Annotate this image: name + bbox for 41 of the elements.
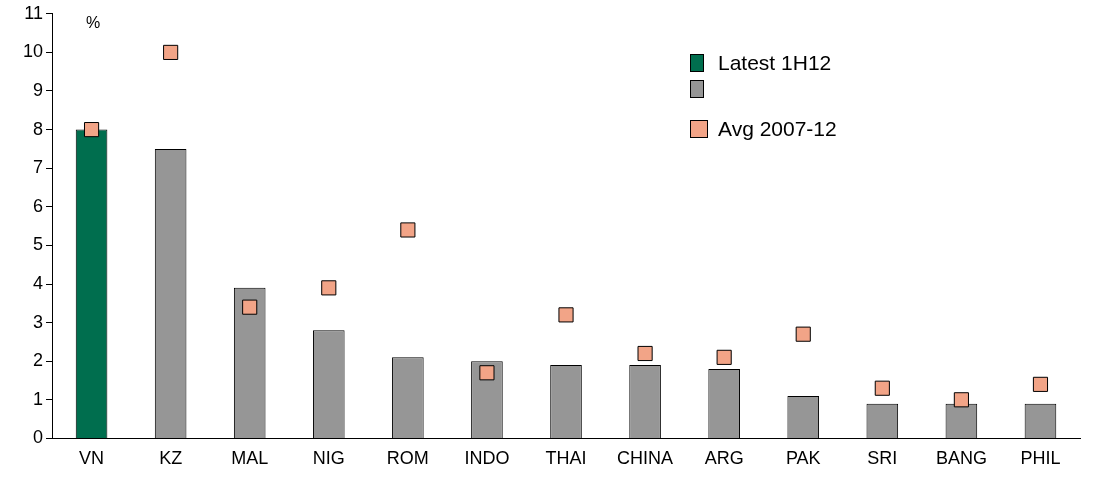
point (795, 326, 811, 342)
x-tick-label: ROM (386, 448, 429, 469)
y-tick-label: 9 (33, 79, 44, 100)
y-tick-label: 1 (33, 388, 44, 409)
x-tick-label: SRI (867, 448, 898, 469)
point (163, 44, 179, 60)
point (953, 392, 969, 408)
point (242, 299, 258, 315)
point (637, 345, 653, 362)
y-tick-label: 11 (24, 2, 44, 23)
point (321, 280, 337, 296)
x-tick-label: BANG (935, 448, 987, 469)
x-tick-label: CHINA (617, 448, 674, 469)
point (558, 307, 574, 323)
point (400, 222, 416, 238)
x-tick-label: THAI (545, 448, 587, 469)
point (716, 349, 732, 365)
point (1032, 376, 1049, 392)
point (83, 122, 100, 138)
point (874, 380, 890, 396)
legend-label: Latest 1H12 (718, 51, 832, 75)
x-tick-label: KZ (159, 448, 183, 469)
y-tick-label: 6 (33, 195, 44, 216)
x-tick-label: NIG (312, 448, 345, 469)
y-tick-label: 2 (33, 350, 44, 371)
x-tick-label: PAK (785, 448, 821, 469)
x-tick-label: ARG (704, 448, 744, 469)
x-tick-label: VN (79, 448, 105, 469)
x-tick-label: PHIL (1020, 448, 1061, 469)
y-tick-label: 7 (33, 157, 44, 178)
legend-label: Avg 2007-12 (718, 117, 837, 141)
y-tick-label: 8 (33, 118, 44, 139)
point (479, 365, 495, 381)
y-tick-label: 4 (33, 272, 44, 293)
y-tick-label: 10 (22, 41, 44, 62)
x-tick-label: MAL (231, 448, 269, 469)
y-tick-label: 3 (33, 311, 44, 332)
y-tick-label: 5 (33, 234, 44, 255)
y-axis-title: % (86, 14, 101, 32)
x-tick-label: INDO (464, 448, 510, 469)
y-tick-label: 0 (33, 427, 44, 448)
